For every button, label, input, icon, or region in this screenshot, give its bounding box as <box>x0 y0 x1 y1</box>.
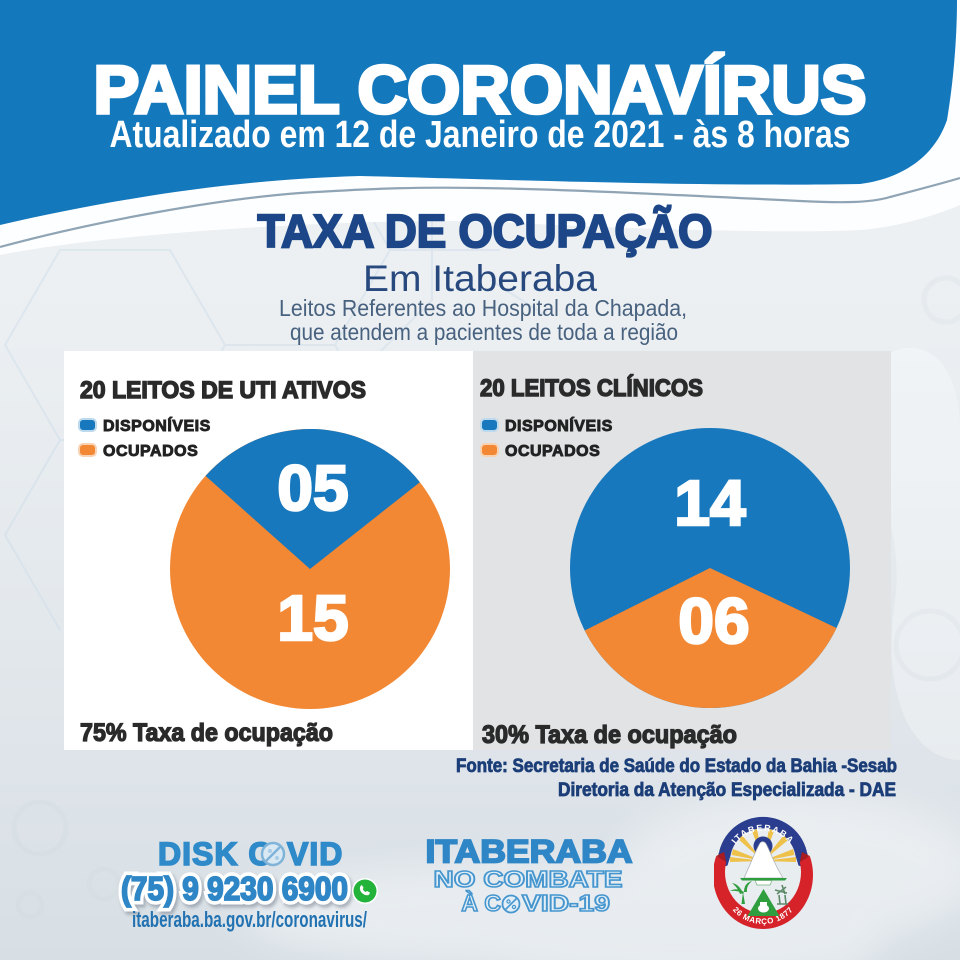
svg-text:Fonte: Secretaria de Saúde do: Fonte: Secretaria de Saúde do Estado da … <box>456 756 897 777</box>
svg-text:Leitos Referentes ao Hospital: Leitos Referentes ao Hospital da Chapada… <box>279 295 687 321</box>
svg-text:que atendem a pacientes de tod: que atendem a pacientes de toda a região <box>290 319 678 345</box>
svg-text:DISPONÍVEIS: DISPONÍVEIS <box>505 416 613 435</box>
svg-text:ITABERABA: ITABERABA <box>426 834 633 870</box>
svg-text:20 LEITOS CLÍNICOS: 20 LEITOS CLÍNICOS <box>480 374 703 402</box>
svg-text:VID: VID <box>287 836 343 872</box>
svg-text:Em Itaberaba: Em Itaberaba <box>363 258 597 299</box>
svg-text:OCUPADOS: OCUPADOS <box>505 443 600 460</box>
svg-text:À C: À C <box>461 889 501 916</box>
svg-text:06: 06 <box>678 585 749 657</box>
svg-text:PAINEL CORONAVÍRUS: PAINEL CORONAVÍRUS <box>94 52 867 128</box>
svg-text:VID-19: VID-19 <box>522 890 610 916</box>
svg-text:(75) 9 9230 6900: (75) 9 9230 6900 <box>121 870 348 907</box>
svg-text:30% Taxa de ocupação: 30% Taxa de ocupação <box>482 721 737 749</box>
svg-text:15: 15 <box>277 582 348 654</box>
svg-text:14: 14 <box>674 467 746 539</box>
svg-text:05: 05 <box>277 452 348 524</box>
svg-text:TAXA DE OCUPAÇÃO: TAXA DE OCUPAÇÃO <box>258 205 713 257</box>
svg-text:75% Taxa de ocupação: 75% Taxa de ocupação <box>80 719 333 747</box>
svg-text:20 LEITOS DE UTI ATIVOS: 20 LEITOS DE UTI ATIVOS <box>80 377 366 404</box>
svg-text:NO COMBATE: NO COMBATE <box>434 866 623 892</box>
svg-text:itaberaba.ba.gov.br/coronaviru: itaberaba.ba.gov.br/coronavirus/ <box>132 907 367 932</box>
svg-text:DISPONÍVEIS: DISPONÍVEIS <box>103 416 211 435</box>
svg-text:(75) 9 9230 6900: (75) 9 9230 6900 <box>121 870 348 907</box>
svg-text:OCUPADOS: OCUPADOS <box>103 443 198 460</box>
svg-text:Diretoria da Atenção Especiali: Diretoria da Atenção Especializada - DAE <box>558 780 896 801</box>
svg-text:DISK C: DISK C <box>158 836 272 872</box>
svg-text:Atualizado em 12 de Janeiro de: Atualizado em 12 de Janeiro de 2021 - às… <box>110 114 851 156</box>
